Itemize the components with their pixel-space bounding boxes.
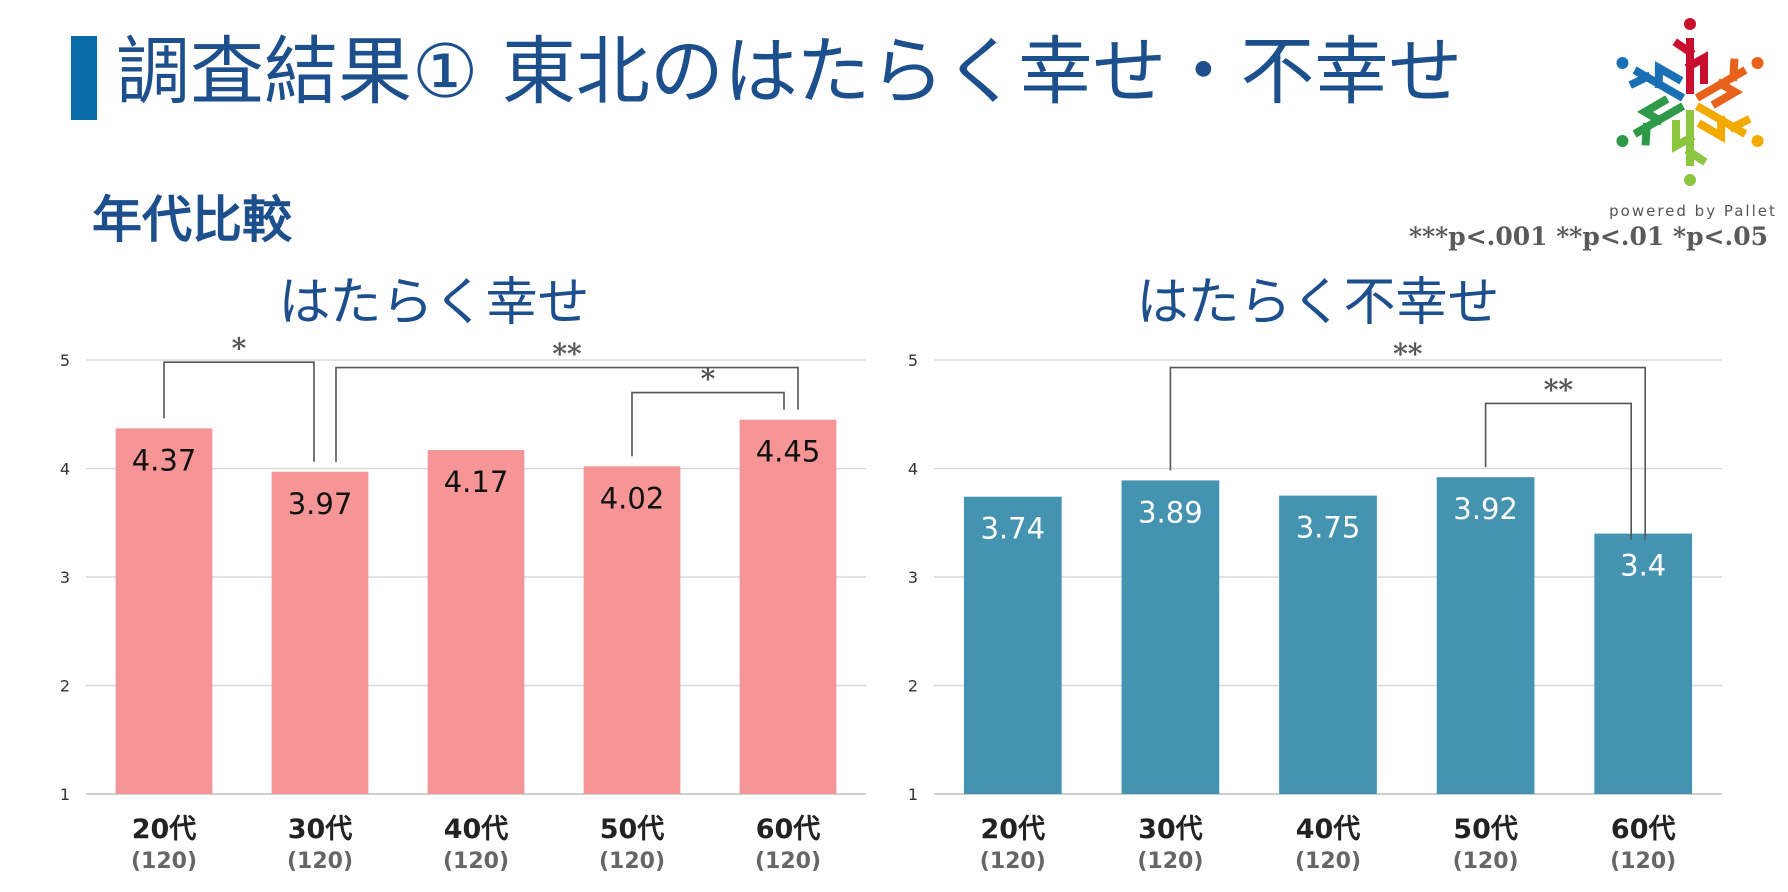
logo-arm-stroke — [1672, 110, 1708, 166]
y-tick-label: 4 — [908, 460, 918, 479]
y-tick-label: 1 — [60, 785, 70, 804]
bar — [963, 496, 1062, 794]
bar-value-label: 4.02 — [600, 481, 665, 515]
bar — [427, 450, 525, 794]
x-category-label: 30代 — [1138, 814, 1203, 845]
x-category-label: 40代 — [444, 814, 509, 845]
logo-arm-stroke — [1672, 38, 1708, 94]
logo-arm-2 — [1694, 57, 1764, 109]
y-tick-label: 5 — [908, 351, 918, 370]
y-tick-label: 3 — [908, 568, 918, 587]
chart-1: はたらく幸せ 1 2 3 4 5 4.37 20代 (120) 3.97 30代 (120) 4.17 4… — [60, 273, 866, 874]
logo-dot — [1684, 18, 1696, 30]
chart-title: はたらく不幸せ — [1137, 273, 1500, 333]
page-title: 調査結果① 東北のはたらく幸せ・不幸せ — [116, 29, 1463, 115]
logo-arm-3 — [1694, 102, 1764, 147]
significance-bracket — [1169, 366, 1646, 540]
logo-caption: powered by Pallet — [1609, 202, 1777, 220]
title-accent-bar — [71, 36, 97, 120]
sample-size-label: (120) — [1137, 849, 1203, 874]
bar-value-label: 4.17 — [444, 465, 509, 499]
significance-label: ** — [1393, 338, 1423, 371]
sample-size-label: (120) — [755, 849, 821, 874]
bar — [271, 471, 369, 794]
logo-dot — [1751, 135, 1764, 147]
logo-dot — [1616, 135, 1629, 147]
bar — [1436, 477, 1535, 794]
logo-arm-stroke — [1694, 102, 1752, 144]
logo-arm-1 — [1672, 18, 1708, 94]
significance-bracket — [631, 391, 785, 457]
bar — [1279, 495, 1377, 794]
bar-value-label: 4.45 — [756, 435, 821, 469]
logo-dot — [1616, 57, 1629, 69]
significance-bracket — [335, 366, 799, 462]
pallet-logo — [1616, 18, 1764, 186]
x-category-label: 40代 — [1296, 814, 1361, 845]
significance-label: * — [701, 363, 716, 396]
sample-size-label: (120) — [980, 849, 1046, 874]
significance-bracket — [163, 361, 315, 462]
sample-size-label: (120) — [599, 849, 665, 874]
logo-dot — [1751, 57, 1764, 69]
significance-label: ** — [552, 338, 582, 371]
bar-value-label: 3.92 — [1453, 492, 1518, 526]
section-subtitle: 年代比較 — [92, 191, 292, 249]
bar-value-label: 3.74 — [981, 512, 1046, 546]
x-category-label: 20代 — [981, 814, 1046, 845]
y-tick-label: 2 — [60, 677, 70, 696]
logo-arm-stroke — [1628, 60, 1686, 102]
y-tick-label: 2 — [908, 677, 918, 696]
sample-size-label: (120) — [443, 849, 509, 874]
bar-value-label: 3.97 — [288, 487, 353, 521]
chart-title: はたらく幸せ — [279, 273, 590, 333]
bar — [115, 428, 213, 794]
x-category-label: 50代 — [600, 814, 665, 845]
logo-arm-stroke — [1694, 58, 1748, 109]
sample-size-label: (120) — [1610, 849, 1676, 874]
bar — [583, 466, 681, 794]
sample-size-label: (120) — [287, 849, 353, 874]
bar-value-label: 3.75 — [1296, 511, 1361, 545]
bar — [1594, 533, 1693, 794]
logo-arm-6 — [1616, 57, 1686, 102]
sample-size-label: (120) — [131, 849, 197, 874]
bar — [1121, 480, 1220, 794]
significance-label: * — [232, 332, 247, 365]
x-category-label: 50代 — [1453, 814, 1518, 845]
significance-label: ** — [1544, 373, 1574, 406]
bar — [739, 419, 837, 794]
bar-value-label: 3.89 — [1138, 495, 1203, 529]
sample-size-label: (120) — [1453, 849, 1519, 874]
y-tick-label: 1 — [908, 785, 918, 804]
logo-dot — [1684, 174, 1696, 186]
significance-bracket — [1484, 402, 1632, 540]
x-category-label: 20代 — [132, 814, 197, 845]
bar-value-label: 3.4 — [1620, 549, 1666, 583]
logo-arm-stroke — [1632, 95, 1686, 146]
y-tick-label: 5 — [60, 351, 70, 370]
x-category-label: 60代 — [1611, 814, 1676, 845]
chart-2: はたらく不幸せ 1 2 3 4 5 3.74 20代 (120) 3.89 30代 (120) 3.75… — [908, 273, 1722, 874]
x-category-label: 30代 — [288, 814, 353, 845]
significance-legend: ***p<.001 **p<.01 *p<.05 — [1408, 222, 1768, 251]
sample-size-label: (120) — [1295, 849, 1361, 874]
y-tick-label: 3 — [60, 568, 70, 587]
x-category-label: 60代 — [756, 814, 821, 845]
logo-arm-4 — [1672, 110, 1708, 186]
logo-arm-5 — [1616, 95, 1686, 147]
bar-value-label: 4.37 — [132, 443, 197, 477]
y-tick-label: 4 — [60, 460, 70, 479]
